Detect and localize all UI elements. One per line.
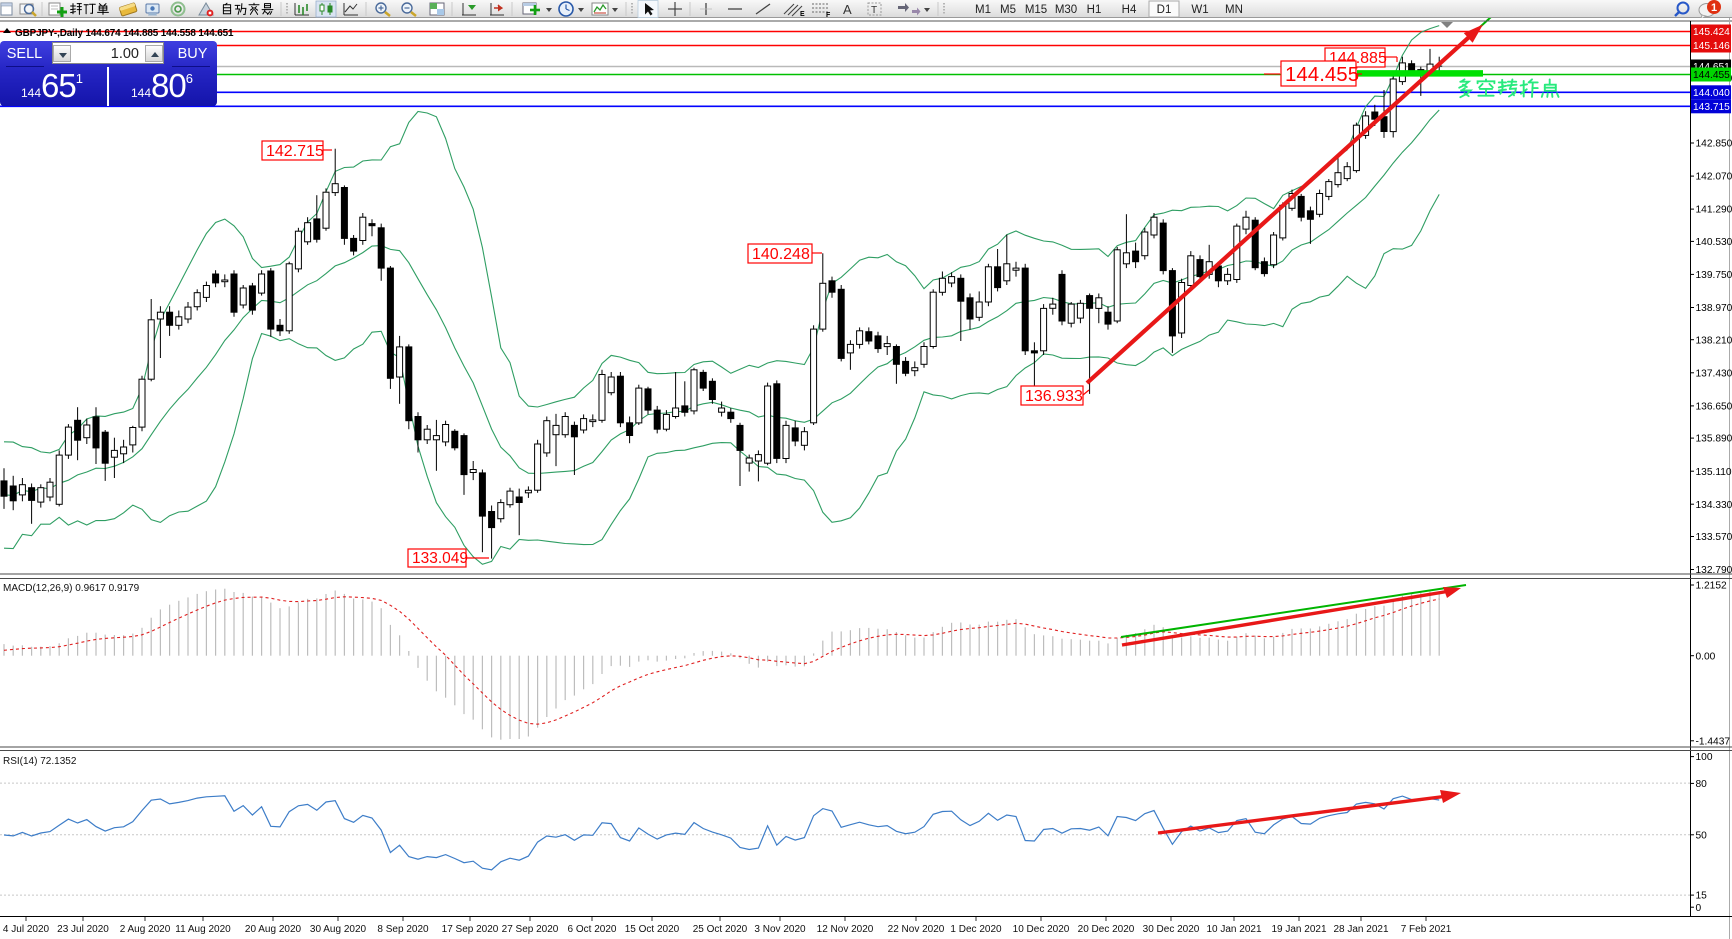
svg-text:140.530: 140.530 — [1696, 237, 1732, 248]
svg-text:D1: D1 — [1157, 4, 1172, 16]
svg-text:144.455: 144.455 — [1285, 63, 1359, 86]
svg-text:138.970: 138.970 — [1696, 303, 1732, 314]
svg-text:GBPJPY-,Daily 144.674 144.885: GBPJPY-,Daily 144.674 144.885 144.558 14… — [15, 28, 234, 39]
svg-text:3 Nov 2020: 3 Nov 2020 — [754, 924, 806, 935]
svg-text:142.850: 142.850 — [1696, 139, 1732, 150]
svg-text:144.455: 144.455 — [1693, 70, 1730, 81]
svg-text:142.070: 142.070 — [1696, 172, 1732, 183]
svg-text:140.248: 140.248 — [752, 246, 810, 263]
svg-text:25 Oct 2020: 25 Oct 2020 — [693, 924, 748, 935]
svg-text:50: 50 — [1696, 830, 1708, 841]
svg-text:M1: M1 — [975, 4, 991, 16]
svg-text:145.424: 145.424 — [1693, 27, 1730, 38]
svg-text:145.146: 145.146 — [1693, 41, 1730, 52]
svg-text:8 Sep 2020: 8 Sep 2020 — [377, 924, 429, 935]
svg-text:137.430: 137.430 — [1696, 368, 1732, 379]
svg-text:28 Jan 2021: 28 Jan 2021 — [1333, 924, 1388, 935]
svg-text:20 Aug 2020: 20 Aug 2020 — [245, 924, 302, 935]
svg-text:M5: M5 — [1000, 4, 1016, 16]
svg-text:135.110: 135.110 — [1696, 467, 1732, 478]
svg-text:141.290: 141.290 — [1696, 205, 1732, 216]
svg-text:139.750: 139.750 — [1696, 270, 1732, 281]
svg-text:-1.4437: -1.4437 — [1696, 736, 1731, 747]
svg-text:20 Dec 2020: 20 Dec 2020 — [1078, 924, 1135, 935]
svg-text:2 Aug 2020: 2 Aug 2020 — [120, 924, 171, 935]
svg-text:132.790: 132.790 — [1696, 565, 1732, 576]
svg-text:1 Dec 2020: 1 Dec 2020 — [950, 924, 1002, 935]
svg-text:142.715: 142.715 — [266, 143, 324, 160]
svg-text:6 Oct 2020: 6 Oct 2020 — [568, 924, 617, 935]
svg-text:H1: H1 — [1087, 4, 1102, 16]
svg-text:27 Sep 2020: 27 Sep 2020 — [502, 924, 559, 935]
svg-text:1.2152: 1.2152 — [1696, 581, 1727, 592]
svg-text:10 Jan 2021: 10 Jan 2021 — [1206, 924, 1261, 935]
svg-text:19 Jan 2021: 19 Jan 2021 — [1271, 924, 1326, 935]
svg-text:133.049: 133.049 — [412, 550, 468, 567]
svg-text:30 Aug 2020: 30 Aug 2020 — [310, 924, 367, 935]
svg-text:134.330: 134.330 — [1696, 500, 1732, 511]
svg-text:W1: W1 — [1191, 4, 1208, 16]
svg-text:0.00: 0.00 — [1696, 651, 1716, 662]
svg-text:4 Jul 2020: 4 Jul 2020 — [3, 924, 50, 935]
svg-text:17 Sep 2020: 17 Sep 2020 — [442, 924, 499, 935]
svg-text:138.210: 138.210 — [1696, 335, 1732, 346]
svg-text:80: 80 — [1696, 779, 1708, 790]
svg-text:F: F — [826, 12, 831, 18]
svg-text:M15: M15 — [1025, 4, 1047, 16]
svg-text:11 Aug 2020: 11 Aug 2020 — [175, 924, 231, 935]
svg-text:15 Oct 2020: 15 Oct 2020 — [625, 924, 680, 935]
svg-text:22 Nov 2020: 22 Nov 2020 — [888, 924, 945, 935]
svg-text:0: 0 — [1696, 903, 1702, 914]
svg-text:MACD(12,26,9) 0.9617 0.9179: MACD(12,26,9) 0.9617 0.9179 — [3, 583, 140, 594]
svg-text:136.650: 136.650 — [1696, 402, 1732, 413]
svg-text:12 Nov 2020: 12 Nov 2020 — [817, 924, 874, 935]
svg-text:136.933: 136.933 — [1025, 388, 1083, 405]
svg-text:T: T — [871, 5, 877, 16]
svg-text:M30: M30 — [1055, 4, 1077, 16]
svg-text:144.040: 144.040 — [1693, 88, 1730, 99]
svg-text:7 Feb 2021: 7 Feb 2021 — [1401, 924, 1452, 935]
svg-text:A: A — [843, 2, 852, 17]
svg-text:23 Jul 2020: 23 Jul 2020 — [57, 924, 109, 935]
svg-text:30 Dec 2020: 30 Dec 2020 — [1143, 924, 1200, 935]
svg-text:10 Dec 2020: 10 Dec 2020 — [1013, 924, 1070, 935]
svg-text:143.715: 143.715 — [1693, 102, 1730, 113]
svg-text:H4: H4 — [1122, 4, 1137, 16]
svg-text:RSI(14) 72.1352: RSI(14) 72.1352 — [3, 756, 77, 767]
svg-text:E: E — [800, 11, 805, 18]
svg-text:135.890: 135.890 — [1696, 434, 1732, 445]
svg-text:100: 100 — [1696, 752, 1713, 763]
svg-text:15: 15 — [1696, 891, 1708, 902]
svg-text:1: 1 — [1711, 2, 1717, 14]
svg-text:MN: MN — [1225, 4, 1243, 16]
svg-text:133.570: 133.570 — [1696, 532, 1732, 543]
